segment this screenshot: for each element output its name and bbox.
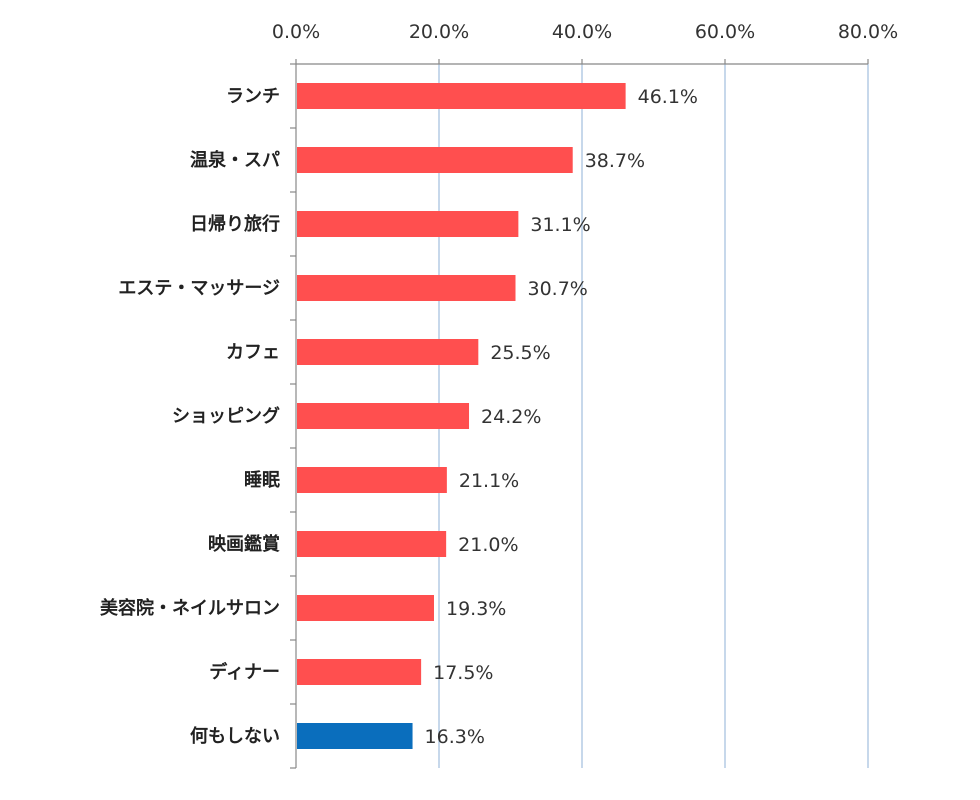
x-tick-label: 20.0% — [409, 21, 469, 43]
category-label: 映画鑑賞 — [208, 533, 280, 555]
category-label: 何もしない — [190, 725, 280, 747]
x-tick-label: 80.0% — [838, 21, 898, 43]
x-tick-label: 40.0% — [552, 21, 612, 43]
category-label: ショッピング — [172, 405, 280, 427]
category-label: エステ・マッサージ — [118, 278, 280, 299]
bar — [297, 595, 434, 621]
data-label: 21.1% — [459, 470, 519, 492]
category-label: 温泉・スパ — [190, 149, 280, 171]
data-label: 17.5% — [433, 662, 493, 684]
data-label: 46.1% — [638, 86, 698, 108]
bar — [297, 147, 573, 173]
bar — [297, 83, 626, 109]
category-label: ディナー — [209, 661, 280, 683]
axes — [290, 59, 869, 769]
bar — [297, 723, 413, 749]
bar — [297, 211, 519, 237]
bar — [297, 531, 447, 557]
bar — [297, 403, 470, 429]
category-label: ランチ — [226, 86, 280, 107]
bar — [297, 339, 479, 365]
x-tick-label: 60.0% — [695, 21, 755, 43]
bars — [297, 83, 626, 749]
bar — [297, 275, 516, 301]
data-label: 30.7% — [528, 278, 588, 300]
data-label: 31.1% — [530, 214, 590, 236]
x-tick-label: 0.0% — [272, 21, 320, 43]
data-label: 25.5% — [490, 342, 550, 364]
bar — [297, 659, 422, 685]
data-label: 21.0% — [458, 534, 518, 556]
labels: 0.0% 20.0% 40.0% 60.0% 80.0% ランチ 46.1% 温泉・スパ 38.… — [100, 21, 898, 748]
bar — [297, 467, 447, 493]
data-label: 16.3% — [425, 726, 485, 748]
category-label: カフェ — [226, 342, 280, 363]
data-label: 24.2% — [481, 406, 541, 428]
data-label: 38.7% — [585, 150, 645, 172]
category-label: 睡眠 — [244, 470, 280, 491]
data-label: 19.3% — [446, 598, 506, 620]
category-label: 日帰り旅行 — [190, 213, 280, 235]
category-label: 美容院・ネイルサロン — [100, 597, 280, 619]
